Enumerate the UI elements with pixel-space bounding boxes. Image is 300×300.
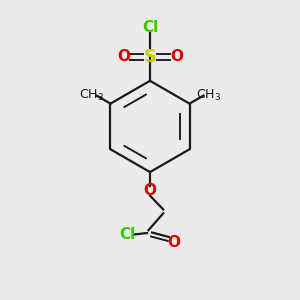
Text: CH$_3$: CH$_3$ xyxy=(196,88,221,103)
Text: Cl: Cl xyxy=(142,20,158,35)
Text: CH$_3$: CH$_3$ xyxy=(79,88,104,103)
Text: O: O xyxy=(117,49,130,64)
Text: O: O xyxy=(143,183,157,198)
Text: O: O xyxy=(168,235,181,250)
Text: S: S xyxy=(143,48,157,66)
Text: Cl: Cl xyxy=(119,227,135,242)
Text: O: O xyxy=(170,49,183,64)
